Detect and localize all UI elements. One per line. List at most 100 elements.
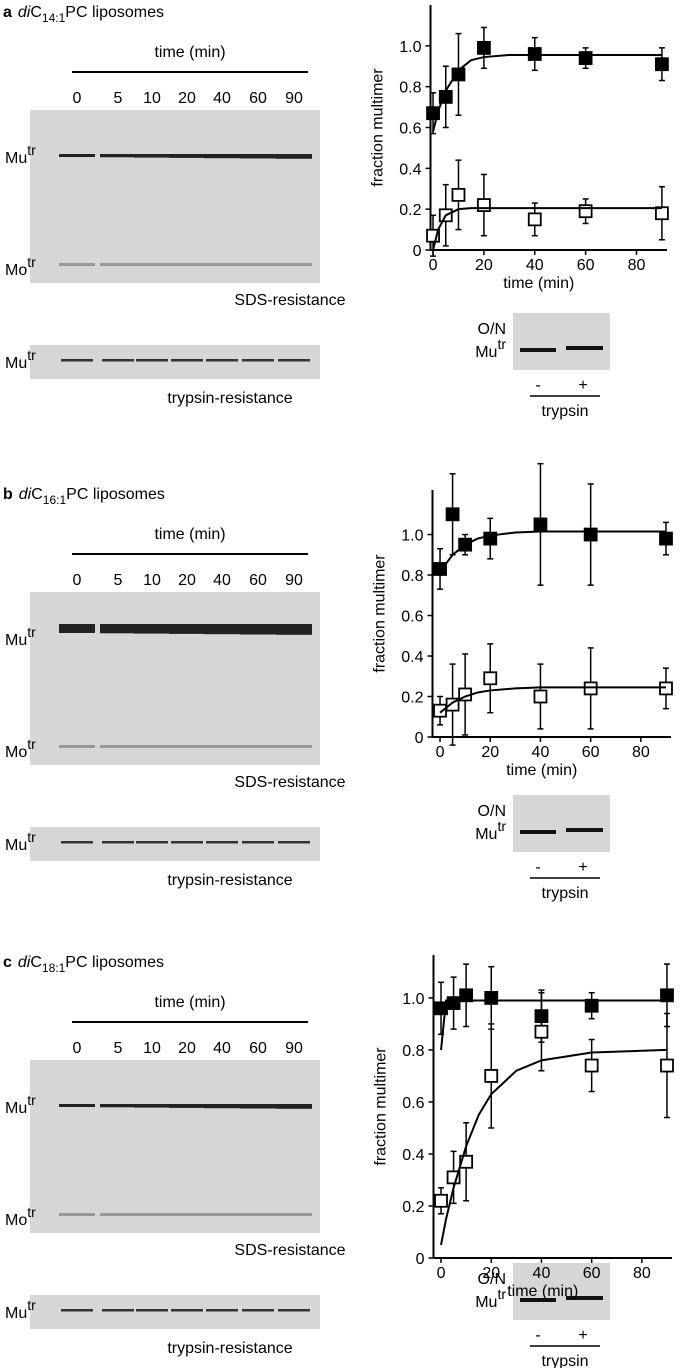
y-tick-label: 0.2 [402, 1199, 424, 1216]
monomer-band [134, 1213, 170, 1216]
data-point [655, 57, 669, 72]
multimer-band [276, 154, 312, 159]
data-point [659, 681, 673, 696]
y-tick-label: 0.8 [402, 1043, 424, 1060]
lane-label: 60 [249, 1040, 267, 1057]
band-label: Mutr [5, 1297, 36, 1322]
inset-gel [513, 313, 610, 370]
monomer-band [169, 745, 205, 748]
inset-lane: - [535, 377, 540, 394]
data-point [483, 671, 498, 686]
multimer-band [100, 154, 136, 158]
inset-lane: + [578, 377, 587, 394]
title-main: C [30, 4, 42, 21]
lane-label: 5 [114, 572, 123, 589]
band-name: Mu [5, 355, 27, 372]
lane-label: 90 [285, 90, 303, 107]
trypsin-gel [30, 345, 320, 379]
band-superscript: tr [27, 1204, 36, 1220]
y-tick-label: 0.6 [399, 121, 421, 138]
x-tick-label: 60 [582, 744, 600, 761]
lane-label: 90 [285, 1040, 303, 1057]
panel-letter: c [3, 954, 12, 971]
band-name: Mu [5, 1305, 27, 1322]
band-superscript: tr [27, 624, 36, 640]
inset-lane: - [535, 1327, 540, 1344]
band-superscript: tr [27, 1092, 36, 1108]
band-name: Mu [475, 826, 497, 843]
trypsin-band [136, 1309, 168, 1312]
trypsin-band [102, 359, 134, 362]
band-label: Motr [5, 254, 36, 279]
monomer-band [134, 745, 170, 748]
trypsin-band [242, 359, 274, 362]
multimer-band [100, 624, 136, 634]
data-point [533, 689, 548, 704]
trypsin-band [278, 841, 310, 844]
x-tick-label: 0 [437, 1265, 446, 1282]
y-tick-label: 0.6 [402, 1095, 424, 1112]
data-point [534, 1024, 549, 1039]
band-name: Mo [5, 262, 27, 279]
fit-curve [432, 54, 662, 132]
x-tick-label: 40 [526, 257, 544, 274]
multimer-band [59, 1104, 95, 1107]
inset-label: trypsin [541, 1353, 588, 1368]
overnight-label: O/N [478, 1271, 506, 1288]
band-label: Mutr [475, 336, 506, 361]
data-point [451, 187, 466, 202]
y-tick-label: 0.4 [401, 649, 423, 666]
trypsin-band [206, 359, 238, 362]
lane-label: 20 [178, 90, 196, 107]
multimer-band [204, 624, 240, 635]
y-tick-label: 0 [415, 730, 424, 747]
monomer-band [276, 263, 312, 266]
data-point [451, 67, 466, 82]
band-superscript: tr [27, 1297, 36, 1313]
x-tick-label: 80 [628, 257, 646, 274]
y-axis-label: fraction multimer [370, 68, 387, 187]
inset-lane: + [578, 1327, 587, 1344]
band-label: Motr [5, 736, 36, 761]
monomer-band [100, 263, 136, 266]
inset-label: trypsin [541, 403, 588, 420]
monomer-band [59, 263, 95, 266]
lane-label: 20 [178, 572, 196, 589]
multimer-band [134, 624, 170, 634]
monomer-band [240, 263, 276, 266]
multimer-band [59, 154, 95, 157]
band-name: Mo [5, 744, 27, 761]
trypsin-band [242, 1309, 274, 1312]
monomer-band [100, 1213, 136, 1216]
monomer-band [134, 263, 170, 266]
lane-label: 60 [249, 90, 267, 107]
monomer-band [204, 1213, 240, 1216]
y-tick-label: 0 [416, 1251, 425, 1268]
lane-label: 60 [249, 572, 267, 589]
time-label: time (min) [154, 994, 225, 1011]
y-tick-label: 0.2 [399, 202, 421, 219]
data-point [584, 998, 599, 1013]
fit-curve [440, 999, 667, 1051]
band-label: Motr [5, 1204, 36, 1229]
multimer-band [240, 1104, 276, 1109]
panel-letter: b [3, 486, 13, 503]
data-point [660, 988, 674, 1003]
y-tick-label: 0.4 [402, 1147, 424, 1164]
band-name: Mu [5, 150, 27, 167]
lane-label: 40 [213, 572, 231, 589]
overnight-label: O/N [478, 321, 506, 338]
x-tick-label: 0 [436, 744, 445, 761]
lane-label: 40 [213, 90, 231, 107]
multimer-band [134, 1104, 170, 1108]
y-tick-label: 0.2 [401, 690, 423, 707]
data-point [434, 1193, 448, 1208]
trypsin-band [242, 841, 274, 844]
fit-curve [439, 530, 666, 576]
monomer-band [276, 745, 312, 748]
multimer-band [169, 624, 205, 634]
monomer-band [169, 1213, 205, 1216]
band-label: Mutr [5, 142, 36, 167]
y-axis-label: fraction multimer [373, 1047, 390, 1166]
lane-label: 10 [143, 1040, 161, 1057]
